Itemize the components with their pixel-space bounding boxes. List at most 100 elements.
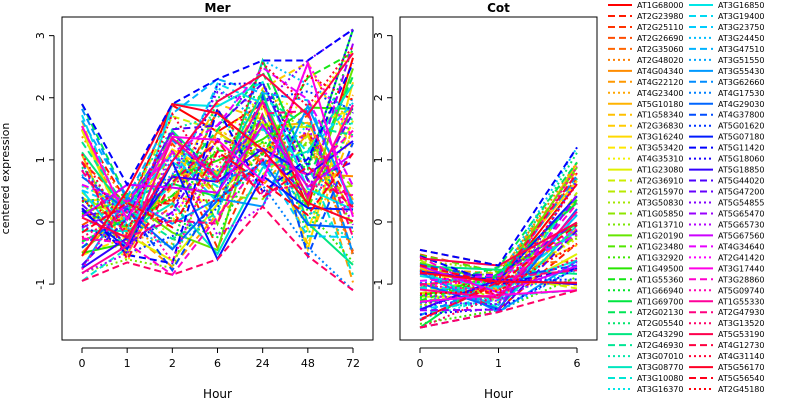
legend-item: AT1G32920 xyxy=(608,253,683,262)
legend-label: AT1G49500 xyxy=(637,264,683,273)
series-envelope-min xyxy=(81,204,354,292)
legend-item: AT2G45180 xyxy=(689,385,764,394)
series-envelope-min xyxy=(419,289,578,329)
legend-label: AT1G66940 xyxy=(637,286,683,295)
series-line-at1g66940 xyxy=(81,47,354,239)
legend-item: AT4G34640 xyxy=(689,242,764,251)
legend-item: AT2G02130 xyxy=(608,308,683,317)
legend-label: AT5G47200 xyxy=(718,188,764,197)
legend-item: AT5G54855 xyxy=(689,199,764,208)
legend-item: AT3G07010 xyxy=(608,352,683,361)
legend-item: AT1G55330 xyxy=(689,297,764,306)
legend-item: AT3G17440 xyxy=(689,264,764,273)
x-tick-label: 6 xyxy=(214,357,221,370)
legend-item: AT2G46930 xyxy=(608,341,683,350)
y-tick-label: 3 xyxy=(372,32,385,39)
legend-label: AT2G43290 xyxy=(637,330,683,339)
series-line-at2g43290 xyxy=(419,265,578,275)
legend-label: AT2G25110 xyxy=(637,23,683,32)
y-tick-label: 2 xyxy=(372,94,385,101)
legend-label: AT4G35310 xyxy=(637,155,683,164)
legend-item: AT4G29030 xyxy=(689,100,764,109)
legend-label: AT2G15970 xyxy=(637,188,683,197)
series-line-at1g55330 xyxy=(81,99,354,275)
series-line-at5g53190 xyxy=(81,52,354,239)
legend-item: AT3G23750 xyxy=(689,23,764,32)
legend-item: AT5G65730 xyxy=(689,220,764,229)
series-line-at4g12730 xyxy=(81,139,354,262)
legend-item: AT5G18850 xyxy=(689,166,764,175)
legend-item: AT5G56540 xyxy=(689,374,764,383)
x-tick-label: 0 xyxy=(417,357,424,370)
legend-item: AT3G28860 xyxy=(689,275,764,284)
legend-label: AT1G58340 xyxy=(637,111,683,120)
legend-item: AT2G05540 xyxy=(608,319,683,328)
legend-label: AT5G10180 xyxy=(637,100,683,109)
legend-label: AT4G04340 xyxy=(637,67,683,76)
x-tick-label: 24 xyxy=(256,357,270,370)
series-line-at5g11420 xyxy=(81,62,354,265)
legend-label: AT2G36910 xyxy=(637,177,683,186)
legend-item: AT4G22120 xyxy=(608,78,683,87)
legend-label: AT3G13520 xyxy=(718,319,764,328)
x-tick-label: 1 xyxy=(124,357,131,370)
series-line-at5g01620 xyxy=(419,278,578,312)
legend-label: AT2G41420 xyxy=(718,253,764,262)
legend-label: AT3G16240 xyxy=(637,133,683,142)
legend-item: AT4G12730 xyxy=(689,341,764,350)
legend-item: AT4G35310 xyxy=(608,155,683,164)
legend-item: AT5G47200 xyxy=(689,188,764,197)
legend-label: AT1G20190 xyxy=(637,231,683,240)
series-line-at3g19400 xyxy=(81,82,354,228)
series-line-at3g47510 xyxy=(419,213,578,307)
legend-item: AT3G53420 xyxy=(608,144,683,153)
series-line-at1g23080 xyxy=(81,108,354,262)
legend-label: AT4G34640 xyxy=(718,242,764,251)
legend-item: AT1G05850 xyxy=(608,209,683,218)
legend-label: AT4G23400 xyxy=(637,89,683,98)
legend-label: AT5G67560 xyxy=(718,231,764,240)
legend-label: AT5G07180 xyxy=(718,133,764,142)
legend-label: AT3G17440 xyxy=(718,264,764,273)
series-line-at5g18060 xyxy=(419,267,578,316)
legend-item: AT1G23080 xyxy=(608,166,683,175)
legend-label: AT2G26690 xyxy=(637,34,683,43)
x-tick-label: 1 xyxy=(495,357,502,370)
legend-item: AT4G04340 xyxy=(608,67,683,76)
legend-item: AT5G53190 xyxy=(689,330,764,339)
legend-item: AT5G10180 xyxy=(608,100,683,109)
legend-item: AT2G23980 xyxy=(608,12,683,21)
x-tick-label: 48 xyxy=(301,357,315,370)
series-line-at2g45180 xyxy=(419,242,578,295)
legend-label: AT3G16850 xyxy=(718,1,764,10)
legend-label: AT3G23750 xyxy=(718,23,764,32)
legend-item: AT2G43290 xyxy=(608,330,683,339)
legend-item: AT2G26690 xyxy=(608,34,683,43)
legend-label: AT3G07010 xyxy=(637,352,683,361)
series-line-at1g32920 xyxy=(419,276,578,325)
legend-label: AT1G68000 xyxy=(637,1,683,10)
series-lines xyxy=(81,28,354,292)
x-tick-label: 2 xyxy=(169,357,176,370)
legend-item: AT1G13710 xyxy=(608,220,683,229)
y-tick-label: 0 xyxy=(34,218,47,225)
series-line-at5g54855 xyxy=(81,28,354,222)
legend-label: AT4G37800 xyxy=(718,111,764,120)
legend-label: AT1G69700 xyxy=(637,297,683,306)
legend-item: AT1G55360 xyxy=(608,275,683,284)
legend-item: AT4G23400 xyxy=(608,89,683,98)
legend: AT1G68000 AT2G23980 AT2G25110 AT2G26690 AT2G… xyxy=(608,1,764,394)
legend-item: AT3G19400 xyxy=(689,12,764,21)
legend-label: AT3G10080 xyxy=(637,374,683,383)
legend-label: AT5G54855 xyxy=(718,199,764,208)
legend-item: AT3G51550 xyxy=(689,56,764,65)
y-tick-label: 1 xyxy=(372,156,385,163)
legend-label: AT3G19400 xyxy=(718,12,764,21)
series-line-at1g13710 xyxy=(81,122,354,274)
legend-item: AT5G65470 xyxy=(689,209,764,218)
legend-item: AT3G16850 xyxy=(689,1,764,10)
x-tick-label: 0 xyxy=(79,357,86,370)
legend-label: AT2G36830 xyxy=(637,122,683,131)
legend-item: AT2G36910 xyxy=(608,177,683,186)
